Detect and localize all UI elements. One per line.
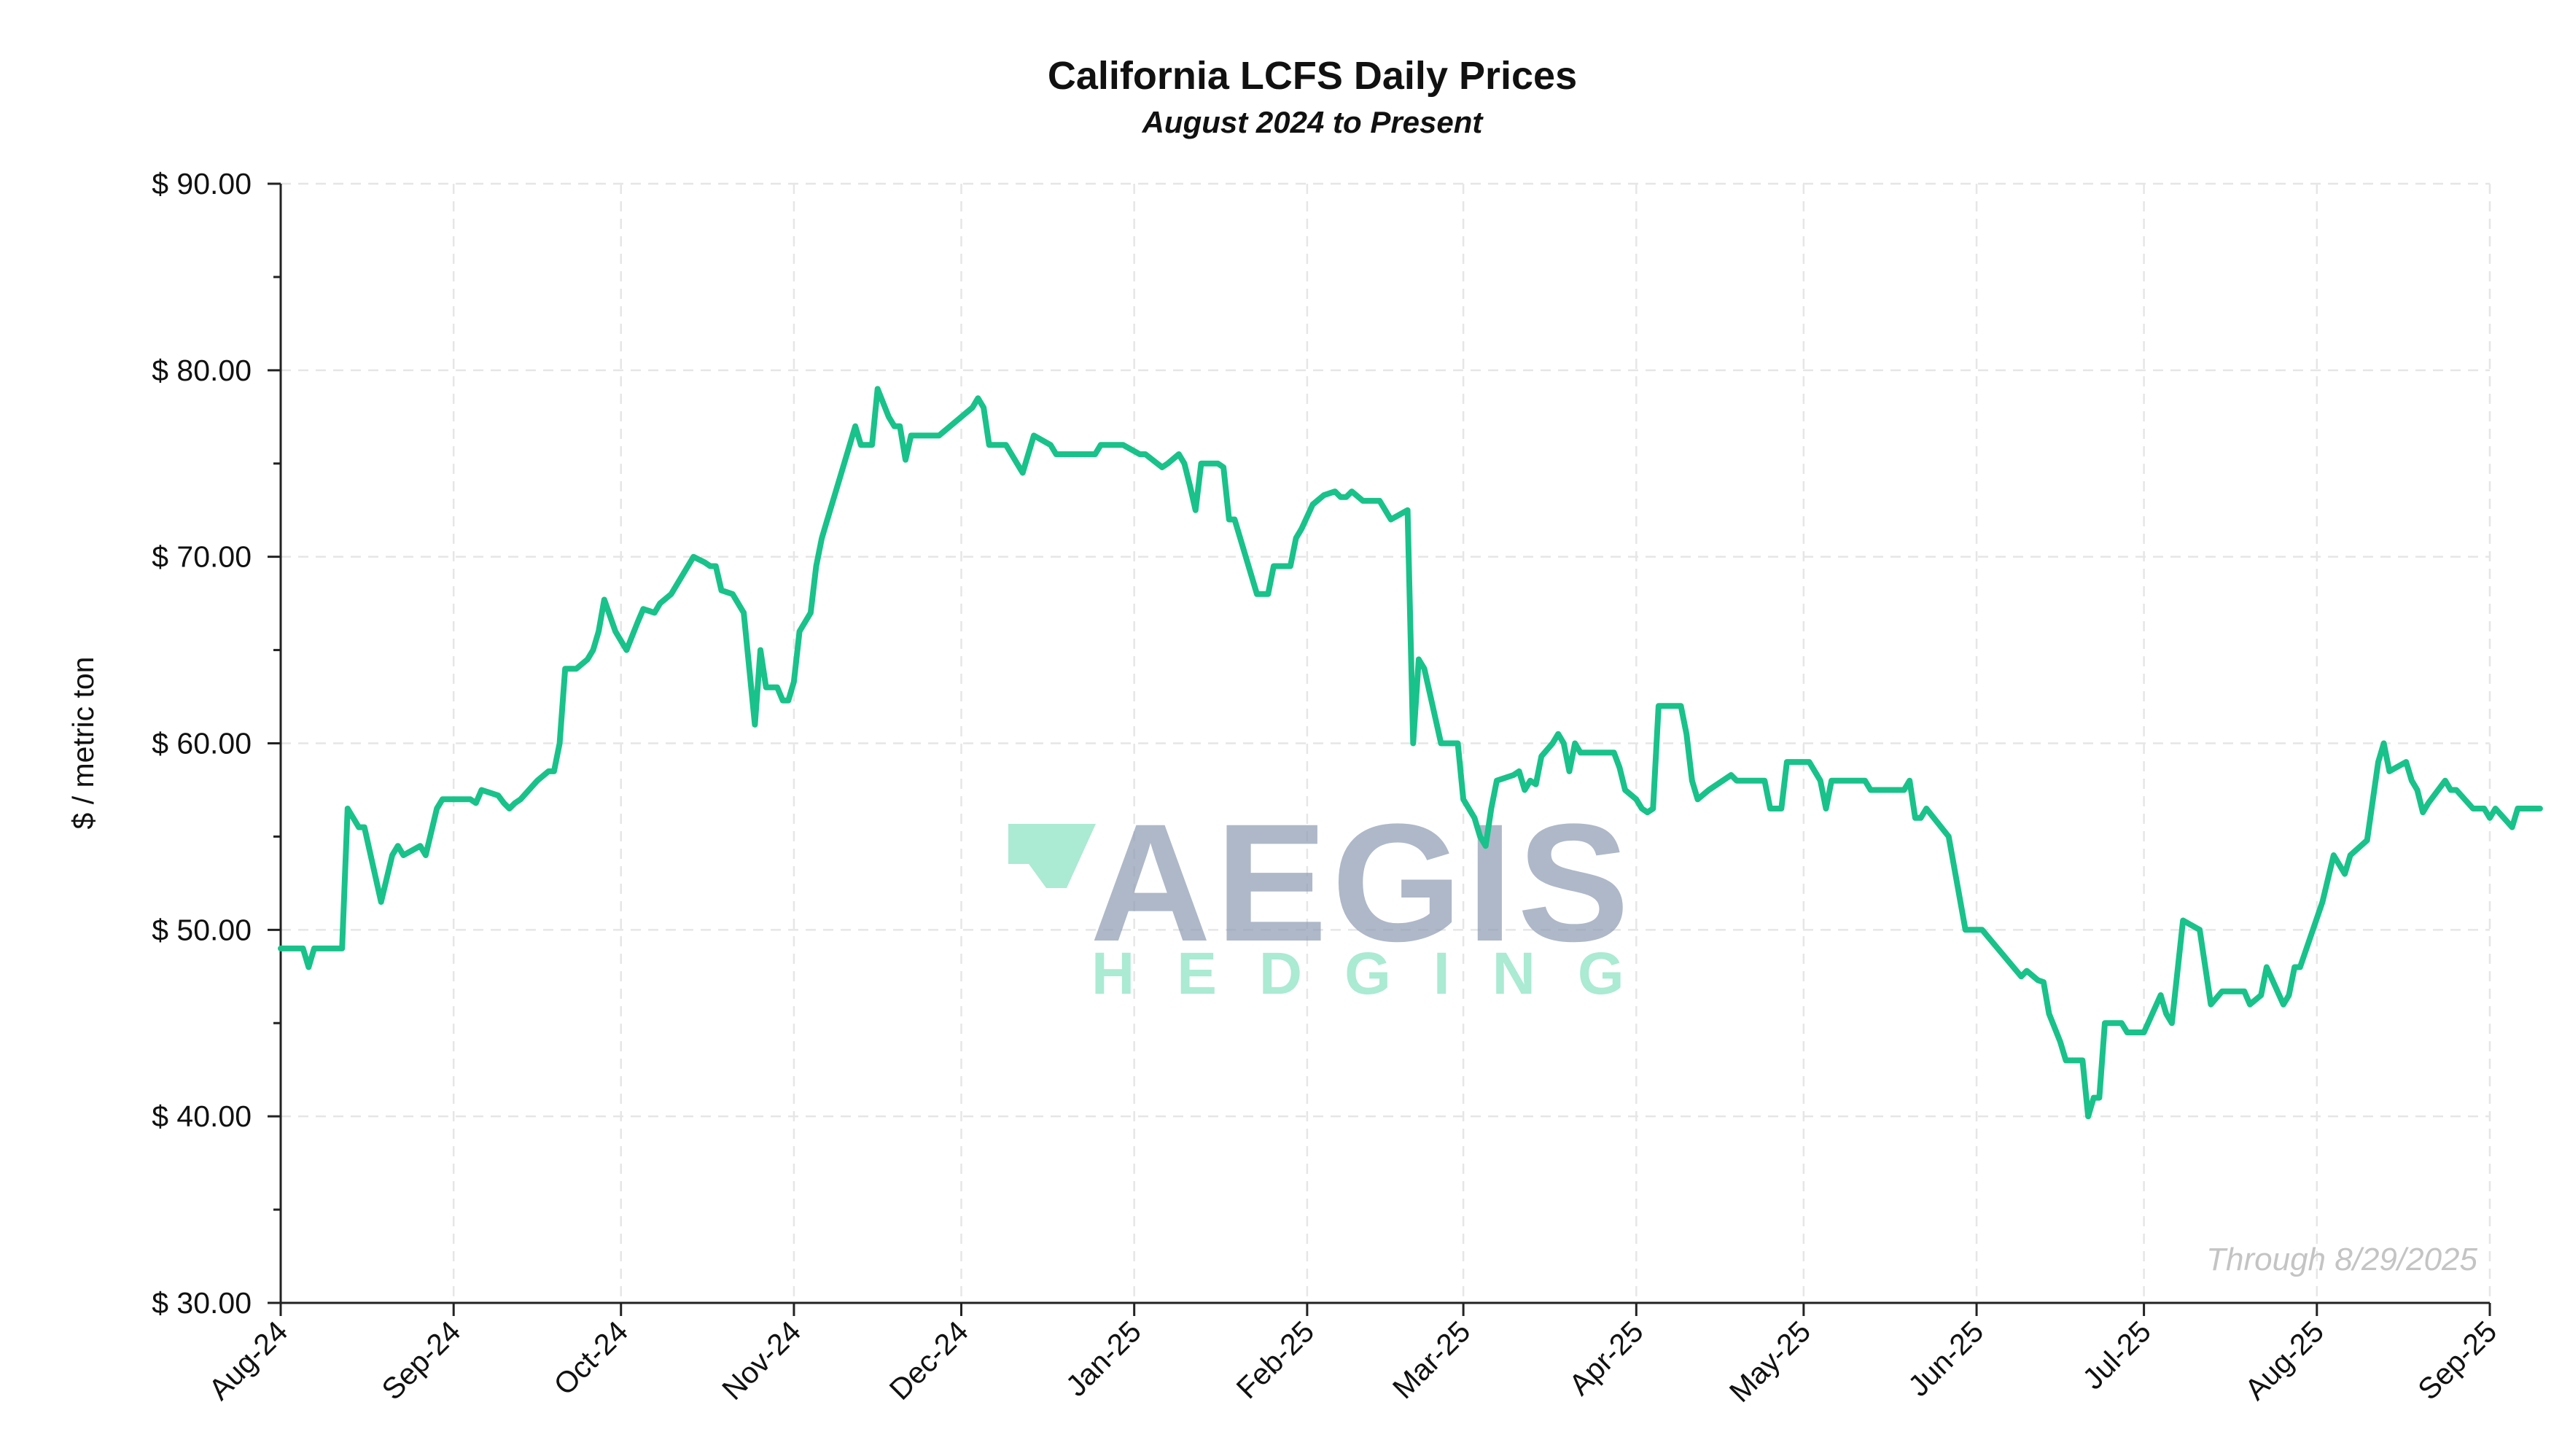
y-tick-label: $ 80.00 — [152, 354, 252, 387]
chart-title: California LCFS Daily Prices — [1048, 54, 1577, 98]
x-tick-label: Apr-25 — [1562, 1315, 1650, 1402]
chart-subtitle: August 2024 to Present — [1142, 105, 1484, 139]
x-tick-label: Jan-25 — [1059, 1315, 1148, 1403]
aegis-logo-icon — [1008, 824, 1096, 888]
x-tick-label: Mar-25 — [1386, 1315, 1476, 1405]
x-tick-label: Aug-25 — [2238, 1315, 2330, 1406]
x-tick-label: Jul-25 — [2076, 1315, 2157, 1395]
watermark: AEGIS HEDGING — [1008, 789, 1667, 1007]
y-tick-label: $ 60.00 — [152, 727, 252, 760]
series-line-lcfs-price — [278, 386, 2543, 1120]
x-tick-label: Sep-24 — [375, 1315, 467, 1406]
data-points — [279, 387, 2542, 1118]
x-tick-label: Jun-25 — [1901, 1315, 1990, 1403]
x-tick-label: Sep-25 — [2411, 1315, 2503, 1406]
x-tick-label: Oct-24 — [548, 1315, 635, 1402]
x-tick-label: Aug-24 — [202, 1315, 294, 1406]
x-tick-label: May-25 — [1723, 1315, 1817, 1409]
x-tick-label: Feb-25 — [1230, 1315, 1320, 1405]
y-ticks: $ 30.00 $ 40.00 $ 50.00 $ 60.00 $ 70.00 $ 80.… — [152, 167, 281, 1320]
x-ticks: Aug-24 Sep-24 Oct-24 Nov-24 Dec-24 Jan-25 Feb-… — [202, 1303, 2503, 1409]
y-tick-label: $ 70.00 — [152, 540, 252, 574]
x-tick-label: Nov-24 — [715, 1315, 807, 1406]
y-axis-label: $ / metric ton — [66, 657, 100, 830]
through-date-annotation: Through 8/29/2025 — [2206, 1242, 2477, 1277]
y-tick-label: $ 50.00 — [152, 913, 252, 946]
y-tick-label: $ 30.00 — [152, 1286, 252, 1320]
watermark-main: AEGIS — [1090, 789, 1634, 976]
y-tick-label: $ 90.00 — [152, 167, 252, 201]
watermark-sub: HEDGING — [1091, 941, 1667, 1007]
gridlines — [281, 182, 2491, 1303]
x-tick-label: Dec-24 — [883, 1315, 975, 1406]
y-tick-label: $ 40.00 — [152, 1099, 252, 1133]
